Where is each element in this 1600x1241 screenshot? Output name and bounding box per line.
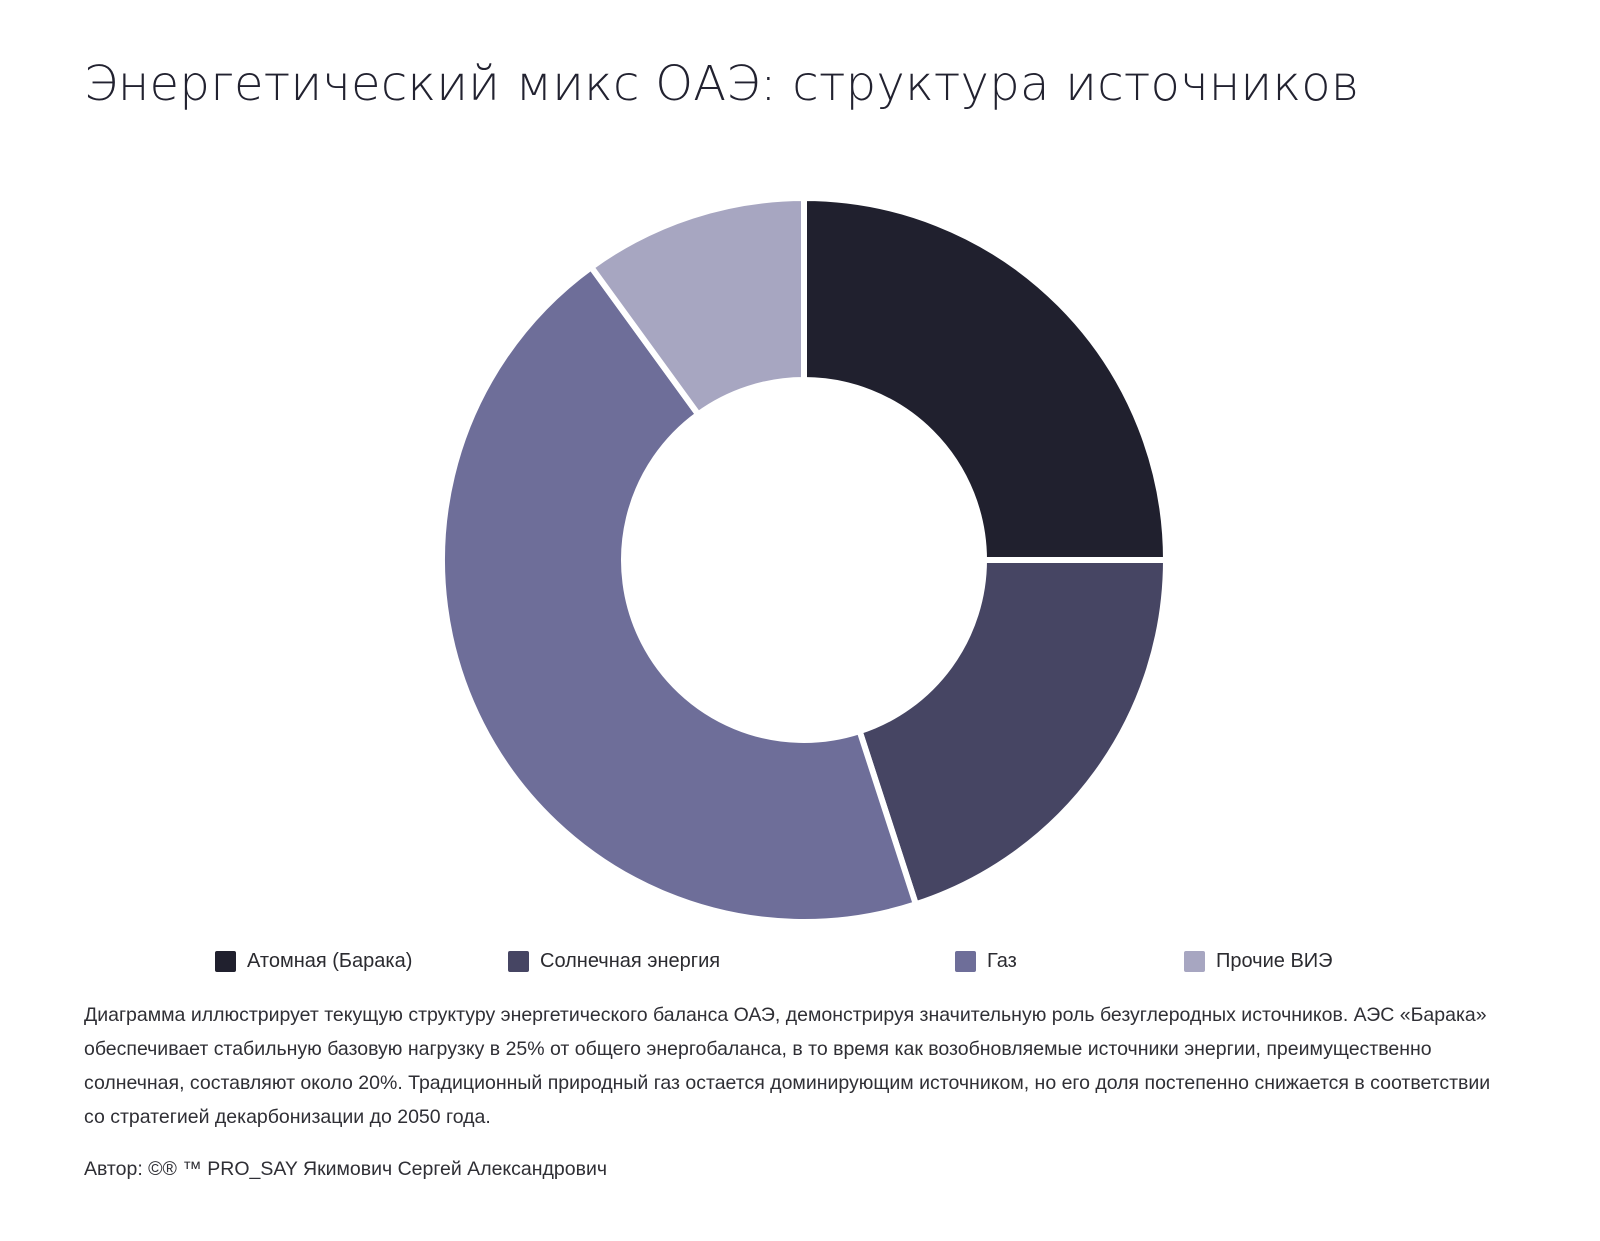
- legend-swatch-other-renewables: [1184, 951, 1205, 972]
- donut-slice-other-renewables[interactable]: [587, 194, 807, 419]
- legend-item-nuclear[interactable]: Атомная (Барака): [215, 950, 412, 973]
- legend-item-gas[interactable]: Газ: [955, 950, 1017, 973]
- author-credit: Автор: ©® ™ PRO_SAY Якимович Сергей Алек…: [84, 1158, 608, 1180]
- donut-slice-gas[interactable]: [439, 262, 920, 925]
- legend-swatch-gas: [955, 951, 976, 972]
- legend-swatch-solar: [508, 951, 529, 972]
- donut-slice-nuclear[interactable]: [801, 194, 1170, 563]
- legend-item-other-renewables[interactable]: Прочие ВИЭ: [1184, 950, 1333, 973]
- chart-description: Диаграмма иллюстрирует текущую структуру…: [84, 1004, 1491, 1128]
- donut-slices: [439, 194, 1170, 925]
- legend-label-solar: Солнечная энергия: [540, 950, 721, 972]
- chart-legend: Атомная (Барака) Солнечная энергия Газ П…: [0, 950, 1600, 980]
- legend-item-solar[interactable]: Солнечная энергия: [508, 950, 720, 973]
- legend-swatch-nuclear: [215, 951, 236, 972]
- legend-label-gas: Газ: [987, 950, 1017, 972]
- page-title: Энергетический микс ОАЭ: структура источ…: [84, 56, 1360, 112]
- legend-label-nuclear: Атомная (Барака): [247, 950, 413, 972]
- legend-label-other-renewables: Прочие ВИЭ: [1216, 950, 1333, 972]
- donut-slice-solar[interactable]: [855, 557, 1170, 909]
- donut-chart: [439, 194, 1170, 925]
